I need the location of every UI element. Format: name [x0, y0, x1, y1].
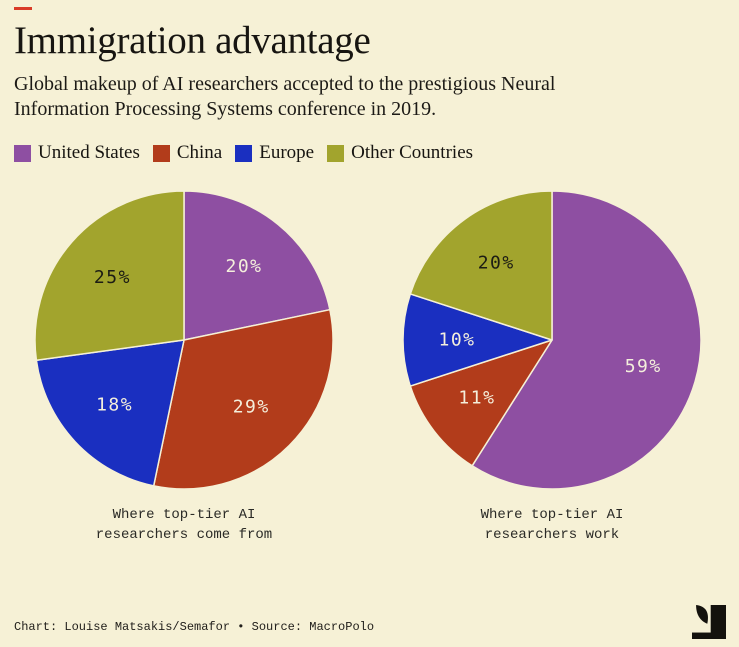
pie-slice-united-states — [471, 190, 702, 491]
pie-slice-europe — [35, 339, 185, 488]
legend-label: Europe — [259, 142, 315, 164]
legend-label: Other Countries — [351, 142, 474, 164]
pie-value-label-united-states: 20% — [225, 256, 262, 277]
legend: United States China Europe Other Countries — [14, 142, 725, 164]
legend-item-other-countries: Other Countries — [327, 142, 473, 164]
pie-value-label-china: 29% — [233, 397, 270, 418]
pie-chart-work: 59% 11% 10% 20% — [402, 190, 702, 491]
legend-swatch-united-states — [14, 144, 31, 162]
legend-item-europe: Europe — [235, 142, 314, 164]
pie-value-label-other-countries: 25% — [94, 268, 131, 289]
pie-caption-origin: Where top-tier AI researchers come from — [95, 507, 273, 543]
pie-slice-other-countries — [409, 190, 553, 342]
pie-value-label-other-countries: 20% — [478, 253, 515, 274]
pie-figure-origin: 20% 29% 18% 25% Where top-tier AI researche… — [34, 190, 334, 545]
legend-label: China — [176, 142, 223, 164]
chart-subtitle: Global makeup of AI researchers accepted… — [14, 72, 556, 120]
semafor-logo-icon — [692, 605, 726, 639]
legend-label: United States — [38, 142, 140, 164]
pie-value-label-china: 11% — [458, 388, 495, 409]
page-title: Immigration advantage — [14, 19, 371, 62]
pie-charts-row: 20% 29% 18% 25% Where top-tier AI researche… — [34, 190, 725, 545]
legend-item-china: China — [152, 142, 223, 164]
pie-value-label-europe: 18% — [96, 395, 133, 416]
pie-slice-china — [152, 309, 334, 491]
brand-dash — [14, 7, 32, 10]
credit-line: Chart: Louise Matsakis/Semafor • Source:… — [14, 620, 375, 634]
pie-value-label-united-states: 59% — [625, 356, 662, 377]
pie-slice-united-states — [183, 190, 331, 342]
pie-caption-work: Where top-tier AI researchers work — [480, 507, 624, 543]
pie-slice-europe — [402, 293, 553, 388]
legend-item-united-states: United States — [14, 142, 140, 164]
legend-swatch-europe — [235, 144, 253, 162]
pie-chart-origin: 20% 29% 18% 25% — [34, 190, 334, 491]
pie-slice-china — [409, 339, 553, 468]
semafor-logo-mark — [692, 605, 726, 639]
pie-figure-work: 59% 11% 10% 20% Where top-tier AI researche… — [402, 190, 702, 545]
pie-value-label-europe: 10% — [438, 330, 475, 351]
pie-slice-other-countries — [34, 190, 185, 362]
legend-swatch-other-countries — [327, 144, 345, 162]
legend-swatch-china — [152, 144, 170, 162]
